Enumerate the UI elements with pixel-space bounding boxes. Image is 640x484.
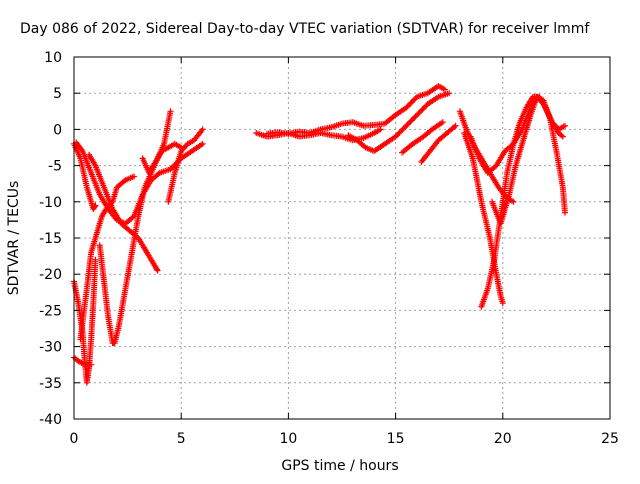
data-point: [154, 267, 161, 274]
data-point: [446, 90, 453, 97]
data-point: [407, 118, 414, 125]
data-point: [199, 140, 206, 147]
data-trace-8: [139, 140, 185, 176]
data-point: [407, 100, 414, 107]
data-point: [439, 119, 446, 126]
data-point: [392, 133, 399, 140]
x-axis-label: GPS time / hours: [281, 458, 398, 474]
data-point: [404, 121, 411, 128]
data-point: [408, 99, 415, 106]
data-trace-14: [418, 122, 459, 165]
y-tick-label: 10: [44, 50, 62, 66]
data-point: [377, 126, 384, 133]
data-point: [403, 122, 410, 129]
data-point: [412, 113, 419, 120]
data-trace-6: [77, 173, 138, 343]
data-point: [422, 103, 429, 110]
data-point: [419, 106, 426, 113]
data-point: [92, 256, 99, 263]
data-point: [406, 101, 412, 108]
data-point: [410, 115, 417, 122]
data-point: [415, 110, 422, 117]
data-point: [396, 129, 403, 136]
data-trace-13: [399, 119, 446, 156]
data-point: [153, 266, 160, 273]
data-point: [411, 114, 418, 121]
data-point: [88, 361, 95, 368]
x-tick-label: 25: [601, 431, 619, 447]
y-tick-label: -35: [39, 376, 62, 392]
data-point: [92, 202, 99, 209]
y-tick-label: 5: [53, 86, 62, 102]
data-point: [167, 166, 174, 173]
x-tick-label: 0: [70, 431, 79, 447]
data-trace-5: [71, 354, 95, 368]
y-tick-label: -20: [39, 267, 62, 283]
data-point: [408, 117, 415, 124]
data-point: [399, 126, 406, 133]
data-trace-11: [263, 82, 448, 137]
data-point: [397, 128, 404, 135]
y-axis-label: SDTVAR / TECUs: [6, 181, 22, 296]
data-point: [418, 107, 425, 114]
y-tick-label: -10: [39, 195, 62, 211]
data-point: [414, 111, 421, 118]
data-point: [199, 126, 206, 133]
data-point: [510, 198, 517, 205]
data-point: [559, 133, 566, 140]
y-tick-label: 0: [53, 122, 62, 138]
data-point: [412, 95, 419, 102]
data-point: [395, 130, 402, 137]
data-point: [170, 163, 177, 170]
x-tick-label: 20: [494, 431, 512, 447]
y-tick-label: -30: [39, 340, 62, 356]
x-tick-label: 15: [387, 431, 405, 447]
y-tick-label: -5: [48, 159, 62, 175]
data-point: [441, 86, 448, 93]
data-point: [400, 125, 407, 132]
data-point: [411, 96, 418, 103]
x-tick-label: 5: [177, 431, 186, 447]
data-point: [393, 132, 400, 139]
data-point: [499, 300, 506, 307]
y-tick-label: -15: [39, 231, 62, 247]
data-point: [561, 209, 568, 216]
data-point: [167, 108, 174, 115]
data-point: [91, 203, 98, 210]
data-point: [404, 103, 411, 110]
chart-title: Day 086 of 2022, Sidereal Day-to-day VTE…: [20, 21, 590, 37]
data-trace-19: [489, 93, 568, 227]
tick-layer: 0 5 10 15 20 25 -40 -35 -30 -25 -20 -15 -10 -5 0 5 10: [39, 50, 619, 447]
data-point: [131, 173, 138, 180]
data-trace-9: [165, 126, 206, 205]
y-tick-label: -40: [39, 412, 62, 428]
data-point: [403, 104, 410, 111]
data-point: [416, 109, 423, 116]
y-tick-label: -25: [39, 303, 62, 319]
data-point: [410, 97, 417, 104]
data-trace-12: [345, 90, 453, 155]
data-point: [406, 120, 412, 127]
x-tick-label: 10: [279, 431, 297, 447]
data-layer: [71, 82, 568, 386]
data-point: [452, 122, 459, 129]
data-point: [561, 122, 568, 129]
data-point: [420, 105, 427, 112]
data-point: [401, 124, 408, 131]
